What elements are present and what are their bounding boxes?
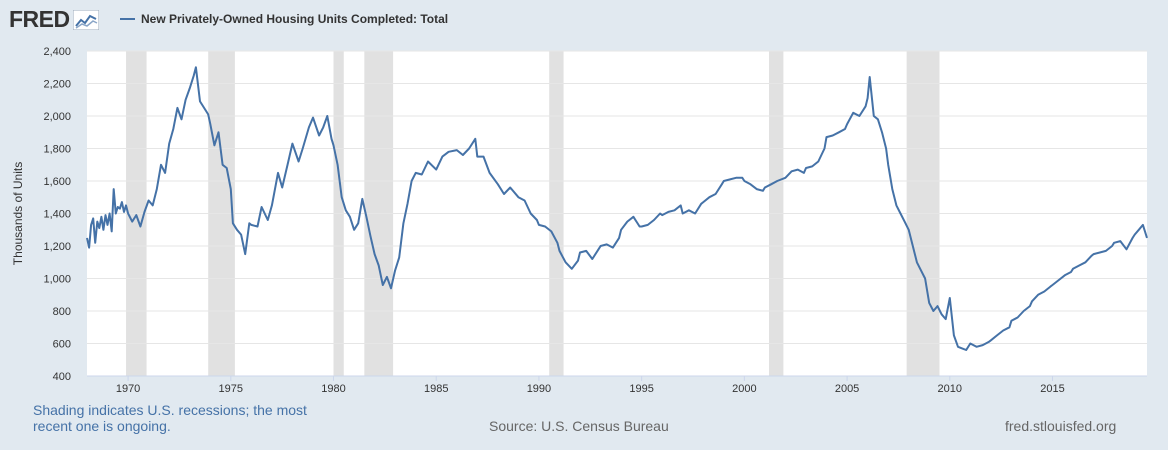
y-tick-label: 400 [53, 371, 71, 383]
line-chart-icon [72, 9, 99, 30]
y-axis-label: Thousands of Units [11, 162, 25, 265]
x-tick-label: 2010 [938, 383, 962, 395]
x-tick-label: 2000 [732, 383, 756, 395]
y-tick-label: 1,800 [43, 144, 71, 156]
y-tick-label: 800 [53, 306, 71, 318]
recession-note: Shading indicates U.S. recessions; the m… [33, 402, 307, 434]
x-tick-label: 1995 [629, 383, 653, 395]
legend-label: New Privately-Owned Housing Units Comple… [141, 12, 449, 26]
x-tick-label: 1980 [321, 383, 345, 395]
y-tick-label: 1,600 [43, 176, 71, 188]
line-chart[interactable]: 400 600 800 1,000 1,200 1,400 1,600 1,800 2,000 2… [0, 0, 1168, 400]
y-tick-label: 600 [53, 339, 71, 351]
legend-item[interactable]: New Privately-Owned Housing Units Comple… [120, 12, 448, 26]
x-tick-label: 2005 [835, 383, 859, 395]
y-tick-label: 2,200 [43, 79, 71, 91]
x-tick-label: 1975 [219, 383, 243, 395]
fred-link[interactable]: fred.stlouisfed.org [1005, 418, 1117, 434]
y-tick-label: 1,400 [43, 209, 71, 221]
series-line[interactable] [86, 66, 1148, 351]
y-tick-label: 1,200 [43, 241, 71, 253]
x-tick-label: 1990 [527, 383, 551, 395]
y-tick-label: 2,000 [43, 111, 71, 123]
chart-header: FRED New Privately-Owned Housing Units C… [0, 0, 1168, 42]
x-tick-label: 2015 [1040, 383, 1064, 395]
fred-logo[interactable]: FRED [9, 6, 99, 33]
y-tick-label: 1,000 [43, 274, 71, 286]
source-label: Source: U.S. Census Bureau [489, 418, 669, 434]
x-tick-label: 1970 [116, 383, 140, 395]
y-tick-label: 2,400 [43, 46, 71, 58]
logo-text: FRED [9, 6, 70, 32]
legend-swatch [120, 18, 135, 20]
x-tick-label: 1985 [424, 383, 448, 395]
